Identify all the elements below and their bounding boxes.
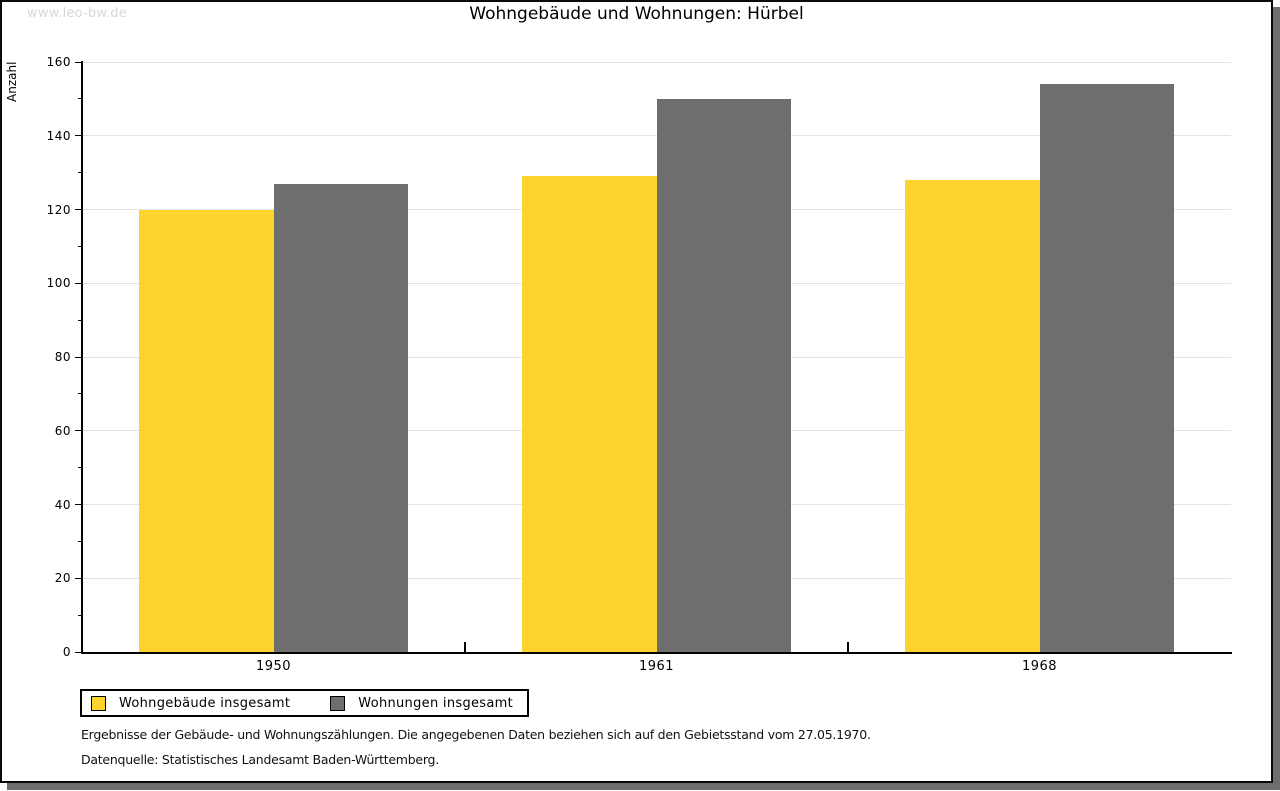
x-axis-line [81, 652, 1232, 654]
x-tick-label-1950: 1950 [255, 659, 292, 674]
y-axis-line [81, 61, 83, 653]
y-major-tick-160 [75, 61, 82, 63]
bar-wohngebaeude-1950 [139, 209, 274, 652]
legend-label-wohngebaeude: Wohngebäude insgesamt [119, 695, 291, 711]
y-minor-tick-10 [78, 614, 82, 616]
legend: Wohngebäude insgesamt Wohnungen insgesam… [80, 689, 529, 717]
y-major-tick-100 [75, 282, 82, 284]
footnote-data-source: Datenquelle: Statistisches Landesamt Bad… [81, 752, 439, 767]
y-tick-label-80: 80 [54, 350, 71, 364]
y-major-tick-40 [75, 504, 82, 505]
y-major-tick-80 [75, 356, 82, 358]
y-tick-label-0: 0 [62, 645, 71, 659]
y-tick-label-20: 20 [54, 571, 71, 586]
legend-item-wohnungen: Wohnungen insgesamt [330, 695, 513, 711]
bar-wohnungen-1961 [656, 98, 791, 652]
x-tick-label-1968: 1968 [1021, 659, 1058, 674]
bar-wohngebaeude-1968 [905, 180, 1040, 652]
y-tick-label-160: 160 [46, 55, 71, 69]
y-tick-label-40: 40 [54, 497, 71, 512]
legend-item-wohngebaeude: Wohngebäude insgesamt [91, 695, 291, 711]
legend-swatch-wohngebaeude [91, 695, 106, 711]
chart-title: Wohngebäude und Wohnungen: Hürbel [469, 4, 804, 24]
y-tick-label-140: 140 [46, 128, 71, 143]
y-major-tick-20 [75, 577, 82, 579]
y-major-tick-0 [75, 651, 82, 653]
x-tick-label-1961: 1961 [638, 659, 675, 674]
y-minor-tick-130 [78, 172, 82, 174]
y-tick-label-60: 60 [54, 423, 71, 438]
bar-wohnungen-1950 [273, 183, 408, 652]
bar-chart-plot-area: 0 20 40 60 80 100 120 140 160 1950 1961 1968 [2, 2, 1271, 781]
y-tick-label-120: 120 [46, 202, 71, 217]
bar-wohnungen-1968 [1039, 84, 1174, 652]
y-minor-tick-150 [78, 98, 82, 100]
y-minor-tick-90 [78, 319, 82, 321]
legend-label-wohnungen: Wohnungen insgesamt [358, 695, 513, 711]
y-major-tick-120 [75, 209, 82, 210]
y-minor-tick-50 [78, 467, 82, 469]
y-minor-tick-30 [78, 540, 82, 542]
footnote-source-note: Ergebnisse der Gebäude- und Wohnungszähl… [81, 727, 871, 742]
y-gridline-160 [82, 61, 1231, 63]
y-minor-tick-110 [78, 245, 82, 247]
x-boundary-tick-1 [464, 642, 466, 652]
y-minor-tick-70 [78, 393, 82, 395]
y-tick-label-100: 100 [46, 276, 71, 291]
watermark: www.leo-bw.de [27, 6, 128, 21]
y-major-tick-60 [75, 430, 82, 432]
legend-swatch-wohnungen [330, 695, 346, 711]
x-boundary-tick-2 [847, 642, 849, 652]
bar-wohngebaeude-1961 [522, 176, 657, 652]
y-major-tick-140 [75, 135, 82, 137]
